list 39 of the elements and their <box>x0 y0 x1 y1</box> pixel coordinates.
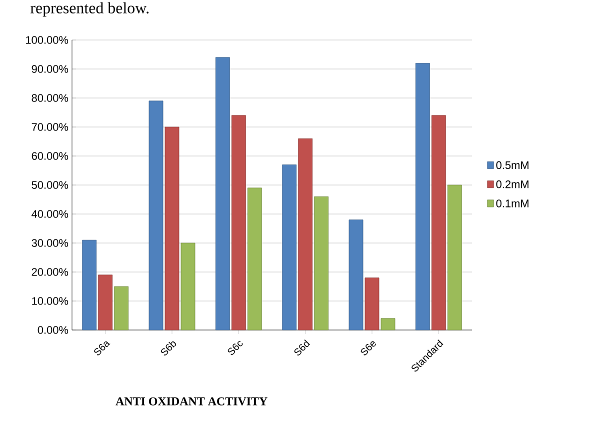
bar <box>314 196 329 330</box>
bar <box>431 115 446 330</box>
bar <box>148 100 164 330</box>
bar <box>348 220 364 330</box>
x-tick-label: S6e <box>360 341 376 356</box>
x-tick-label: S6c <box>228 341 243 355</box>
y-tick-label: 0.00% <box>38 326 68 334</box>
bar <box>164 126 180 330</box>
y-tick-label: 40.00% <box>32 210 68 218</box>
text: represented below. <box>30 2 149 17</box>
bar <box>247 188 262 330</box>
legend-label: 0.5mM <box>496 161 528 170</box>
y-tick-label: 60.00% <box>32 152 68 160</box>
y-tick-label: 90.00% <box>32 65 68 73</box>
bar <box>231 115 246 330</box>
bar <box>82 240 97 330</box>
y-tick-label: 30.00% <box>32 239 68 247</box>
legend-label: 0.1mM <box>496 200 528 208</box>
y-tick-label: 100.00% <box>26 36 68 44</box>
legend-label: 0.2mM <box>496 180 528 188</box>
x-tick-label: S6b <box>160 341 176 356</box>
bar <box>180 242 196 330</box>
bar <box>215 57 230 330</box>
x-axis-title: ANTI OXIDANT ACTIVITY <box>116 397 268 406</box>
y-tick-label: 50.00% <box>32 181 68 189</box>
x-tick-label: S6a <box>94 341 110 356</box>
bar <box>447 184 462 330</box>
y-tick-label: 20.00% <box>32 268 68 276</box>
bar <box>380 318 396 330</box>
bar <box>364 278 380 330</box>
bar <box>114 286 129 330</box>
bar <box>298 138 313 330</box>
x-tick-label: S6d <box>294 339 310 356</box>
y-tick-label: 80.00% <box>32 94 68 102</box>
y-tick-label: 70.00% <box>32 123 68 131</box>
bar <box>282 164 297 330</box>
bar <box>98 274 113 330</box>
bar <box>415 62 430 330</box>
y-tick-label: 10.00% <box>32 297 68 305</box>
